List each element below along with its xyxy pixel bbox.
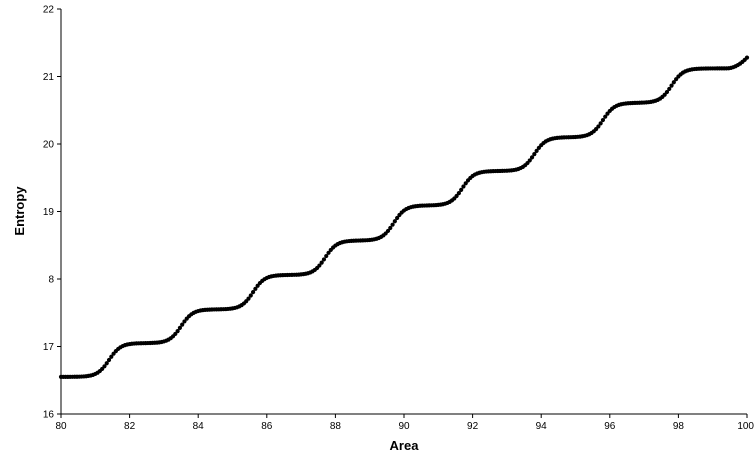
data-point <box>385 228 391 234</box>
data-point <box>463 181 468 186</box>
data-point <box>173 331 178 337</box>
x-tick-label: 96 <box>604 421 616 432</box>
data-point <box>529 155 535 160</box>
data-point <box>600 117 606 123</box>
data-point <box>459 187 464 192</box>
y-ticks: 16 17 8 19 20 21 22 <box>43 5 61 421</box>
x-tick-label: 80 <box>55 421 67 432</box>
data-point <box>596 124 601 129</box>
x-tick-label: 94 <box>536 421 548 432</box>
y-tick-label: 8 <box>48 275 54 286</box>
data-point <box>603 114 608 119</box>
data-point <box>104 361 109 366</box>
data-point <box>664 89 670 95</box>
data-point <box>388 225 393 231</box>
x-tick-label: 90 <box>398 421 410 432</box>
y-axis-title: Entropy <box>12 186 27 236</box>
x-tick-label: 84 <box>193 421 205 432</box>
data-point <box>182 319 187 324</box>
data-point <box>667 86 672 92</box>
data-point <box>177 325 183 330</box>
x-tick-label: 98 <box>673 421 685 432</box>
y-tick-label: 19 <box>43 207 55 218</box>
data-point <box>744 55 750 60</box>
data-point <box>527 158 532 163</box>
data-point <box>454 193 459 199</box>
y-tick-label: 20 <box>43 140 55 151</box>
x-tick-label: 88 <box>330 421 342 432</box>
x-ticks: 80 82 84 86 88 90 92 94 96 98 100 <box>55 414 754 432</box>
data-point <box>534 148 539 153</box>
data-point <box>317 263 322 268</box>
data-point <box>253 286 258 291</box>
data-point <box>671 80 676 85</box>
data-point <box>390 222 395 227</box>
data-point <box>395 215 400 221</box>
data-point <box>250 290 256 295</box>
x-axis-title: Area <box>390 438 420 453</box>
data-point <box>175 328 180 334</box>
data-point <box>461 184 466 189</box>
data-points <box>58 55 750 379</box>
y-tick-label: 16 <box>43 410 55 421</box>
data-point <box>246 296 251 301</box>
x-tick-label: 100 <box>737 421 754 432</box>
x-tick-label: 82 <box>124 421 136 432</box>
data-point <box>532 152 537 157</box>
data-point <box>106 357 112 363</box>
data-point <box>669 83 674 88</box>
y-tick-label: 22 <box>43 5 55 16</box>
data-point <box>321 257 327 262</box>
data-point <box>324 253 329 259</box>
data-point <box>598 121 603 126</box>
data-point <box>109 354 114 359</box>
y-tick-label: 17 <box>43 342 55 353</box>
data-point <box>319 260 324 265</box>
data-point <box>392 219 397 224</box>
data-point <box>456 191 461 196</box>
y-tick-label: 21 <box>43 72 55 83</box>
data-point <box>180 322 185 327</box>
x-tick-label: 92 <box>467 421 479 432</box>
data-point <box>102 364 107 369</box>
data-point <box>248 293 253 298</box>
x-tick-label: 86 <box>261 421 273 432</box>
data-point <box>326 250 331 255</box>
